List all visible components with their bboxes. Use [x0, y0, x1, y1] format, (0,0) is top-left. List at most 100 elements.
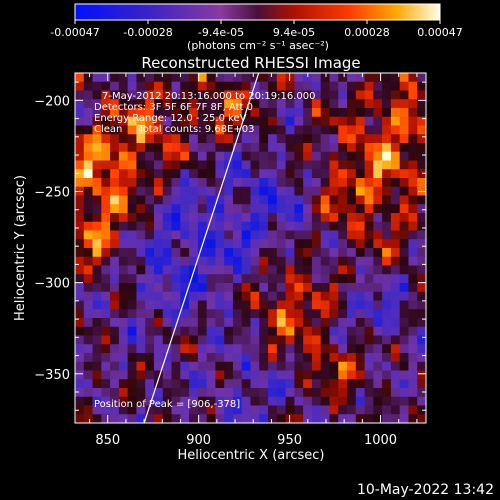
- heatmap-cell: [294, 143, 304, 153]
- heatmap-cell: [92, 361, 102, 372]
- heatmap-cell: [92, 151, 102, 162]
- heatmap-cell: [171, 99, 181, 109]
- heatmap-cell: [118, 160, 129, 170]
- heatmap-cell: [268, 353, 278, 363]
- heatmap-cell: [303, 186, 313, 197]
- heatmap-cell: [320, 116, 331, 127]
- heatmap-cell: [408, 361, 418, 372]
- heatmap-cell: [373, 239, 383, 249]
- heatmap-cell: [250, 361, 260, 372]
- heatmap-cell: [241, 353, 252, 363]
- heatmap-cell: [364, 405, 374, 415]
- heatmap-cell: [408, 186, 418, 197]
- heatmap-cell: [276, 353, 287, 363]
- heatmap-cell: [136, 318, 146, 328]
- heatmap-cell: [373, 309, 383, 319]
- heatmap-cell: [399, 291, 410, 302]
- heatmap-cell: [417, 388, 426, 398]
- heatmap-cell: [373, 143, 383, 153]
- heatmap-cell: [268, 204, 278, 214]
- heatmap-cell: [408, 230, 418, 240]
- heatmap-cell: [215, 169, 225, 179]
- heatmap-cell: [145, 291, 155, 302]
- heatmap-cell: [171, 221, 181, 232]
- heatmap-cell: [153, 99, 164, 109]
- heatmap-cell: [215, 326, 225, 337]
- heatmap-cell: [101, 396, 111, 407]
- heatmap-cell: [110, 169, 120, 179]
- heatmap-cell: [127, 353, 138, 363]
- heatmap-cell: [92, 283, 102, 293]
- heatmap-cell: [364, 361, 374, 372]
- heatmap-cell: [294, 125, 304, 135]
- heatmap-cell: [347, 379, 357, 389]
- heatmap-cell: [153, 414, 164, 423]
- heatmap-cell: [145, 151, 155, 162]
- heatmap-cell: [232, 125, 243, 135]
- heatmap-cell: [136, 353, 146, 363]
- heatmap-cell: [197, 213, 208, 223]
- heatmap-cell: [320, 274, 331, 284]
- heatmap-cell: [118, 396, 129, 407]
- heatmap-cell: [338, 73, 348, 83]
- heatmap-cell: [83, 265, 94, 275]
- heatmap-cell: [110, 248, 120, 258]
- heatmap-cell: [294, 344, 304, 354]
- heatmap-cell: [75, 116, 85, 127]
- heatmap-cell: [285, 230, 295, 240]
- heatmap-cell: [250, 379, 260, 389]
- heatmap-cell: [294, 396, 304, 407]
- heatmap-cell: [110, 344, 120, 354]
- heatmap-cell: [364, 318, 374, 328]
- heatmap-cell: [347, 326, 357, 337]
- heatmap-cell: [311, 283, 322, 293]
- heatmap-cell: [373, 414, 383, 423]
- heatmap-cell: [241, 143, 252, 153]
- heatmap-cell: [189, 300, 199, 310]
- heatmap-cell: [347, 361, 357, 372]
- heatmap-cell: [417, 291, 426, 302]
- heatmap-cell: [338, 414, 348, 423]
- heatmap-cell: [215, 239, 225, 249]
- heatmap-cell: [390, 361, 401, 372]
- heatmap-cell: [276, 99, 287, 109]
- heatmap-cell: [153, 265, 164, 275]
- heatmap-cell: [259, 221, 269, 232]
- heatmap-cell: [232, 143, 243, 153]
- heatmap-cell: [127, 265, 138, 275]
- heatmap-cell: [162, 370, 173, 380]
- heatmap-cell: [118, 125, 129, 135]
- heatmap-cell: [127, 143, 138, 153]
- heatmap-cell: [118, 108, 129, 118]
- heatmap-cell: [153, 335, 164, 345]
- heatmap-cell: [390, 239, 401, 249]
- heatmap-cell: [75, 274, 85, 284]
- heatmap-cell: [189, 405, 199, 415]
- colorbar-gradient: [75, 4, 440, 20]
- heatmap-cell: [355, 405, 366, 415]
- heatmap-cell: [189, 160, 199, 170]
- heatmap-cell: [180, 151, 190, 162]
- heatmap-cell: [373, 195, 383, 205]
- heatmap-cell: [347, 344, 357, 354]
- heatmap-cell: [206, 265, 217, 275]
- heatmap-cell: [347, 125, 357, 135]
- heatmap-cell: [224, 169, 234, 179]
- heatmap-cell: [390, 90, 401, 100]
- heatmap-cell: [83, 318, 94, 328]
- heatmap-cell: [364, 283, 374, 293]
- heatmap-cell: [241, 265, 252, 275]
- heatmap-cell: [250, 239, 260, 249]
- heatmap-cell: [268, 379, 278, 389]
- heatmap-cell: [232, 169, 243, 179]
- heatmap-cell: [329, 291, 339, 302]
- heatmap-cell: [399, 405, 410, 415]
- heatmap-cell: [250, 108, 260, 118]
- heatmap-cell: [162, 186, 173, 197]
- heatmap-cell: [259, 81, 269, 92]
- heatmap-cell: [224, 151, 234, 162]
- heatmap-cell: [83, 353, 94, 363]
- heatmap-cell: [197, 309, 208, 319]
- heatmap-cell: [101, 90, 111, 100]
- heatmap-cell: [355, 256, 366, 267]
